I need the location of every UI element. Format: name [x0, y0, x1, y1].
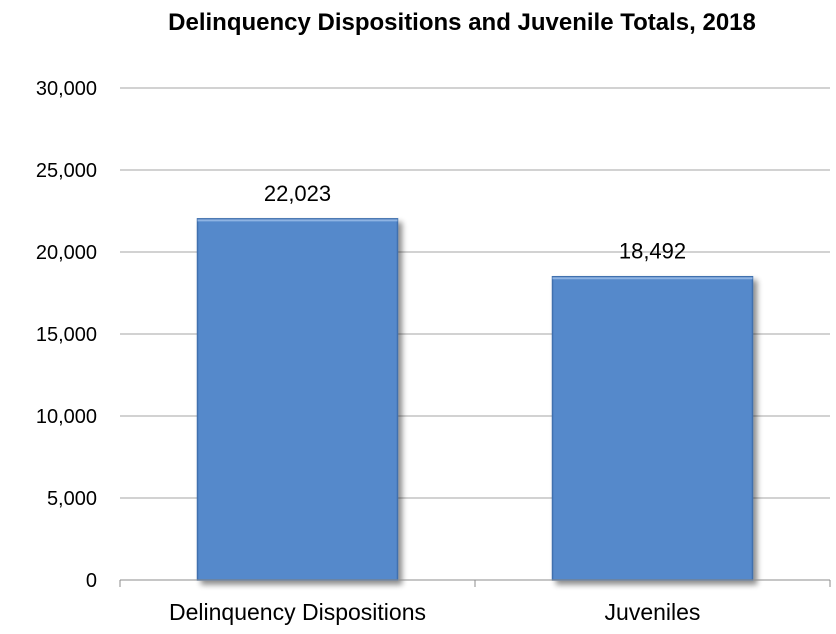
x-category-label: Delinquency Dispositions — [169, 599, 426, 625]
chart-title: Delinquency Dispositions and Juvenile To… — [168, 9, 756, 36]
y-tick-label: 15,000 — [36, 324, 97, 346]
y-tick-label: 30,000 — [36, 78, 97, 100]
bars — [196, 218, 754, 581]
data-label: 22,023 — [264, 181, 331, 206]
data-label: 18,492 — [619, 239, 686, 264]
data-labels: 22,023 18,492 — [264, 181, 686, 264]
y-tick-label: 10,000 — [36, 406, 97, 428]
y-tick-label: 20,000 — [36, 242, 97, 264]
x-category-label: Juveniles — [605, 599, 701, 625]
y-tick-label: 0 — [86, 570, 97, 592]
y-tick-label: 5,000 — [47, 488, 97, 510]
bar-0 — [196, 218, 399, 581]
y-tick-label: 25,000 — [36, 160, 97, 182]
bar-1 — [551, 275, 754, 581]
y-axis-ticks: 0 5,000 10,000 15,000 20,000 25,000 30,000 — [36, 78, 97, 592]
x-axis: Delinquency Dispositions Juveniles — [119, 579, 831, 625]
